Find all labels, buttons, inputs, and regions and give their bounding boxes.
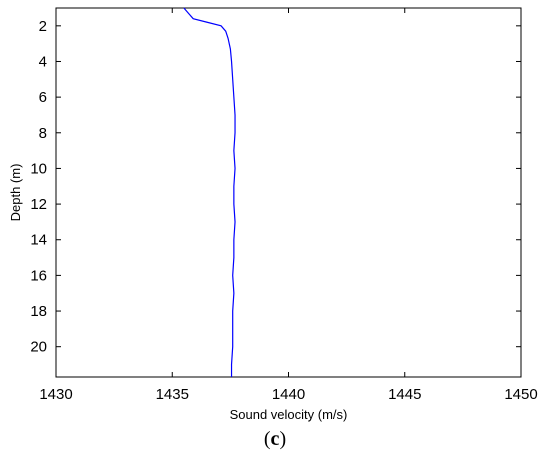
caption-open-paren: ( — [263, 428, 271, 450]
x-axis-ticks: 1430 1435 1440 1445 1450 — [39, 8, 538, 403]
x-tick-label: 1440 — [272, 386, 305, 403]
figure-caption: (c) — [0, 428, 550, 451]
sound-velocity-profile-line — [183, 7, 236, 377]
sound-velocity-chart: 2 4 6 8 10 12 14 16 18 20 1430 1435 1440 1445 1450 So… — [8, 7, 538, 422]
y-tick-label: 12 — [30, 196, 47, 213]
y-tick-label: 2 — [39, 18, 47, 35]
x-tick-label: 1450 — [504, 386, 537, 403]
y-tick-label: 4 — [39, 53, 47, 70]
x-tick-label: 1445 — [388, 386, 421, 403]
y-tick-label: 10 — [30, 160, 47, 177]
y-axis-ticks: 2 4 6 8 10 12 14 16 18 20 — [30, 18, 521, 356]
y-tick-label: 16 — [30, 267, 47, 284]
caption-close-paren: ) — [279, 428, 287, 450]
x-tick-label: 1435 — [156, 386, 189, 403]
y-tick-label: 18 — [30, 303, 47, 320]
caption-letter: c — [270, 428, 280, 450]
y-tick-label: 20 — [30, 339, 47, 356]
x-tick-label: 1430 — [39, 386, 72, 403]
y-tick-label: 8 — [39, 125, 47, 142]
plot-area-frame — [55, 7, 522, 378]
y-tick-label: 6 — [39, 89, 47, 106]
y-tick-label: 14 — [30, 232, 47, 249]
x-axis-label: Sound velocity (m/s) — [230, 407, 348, 422]
y-axis-label: Depth (m) — [8, 164, 23, 222]
